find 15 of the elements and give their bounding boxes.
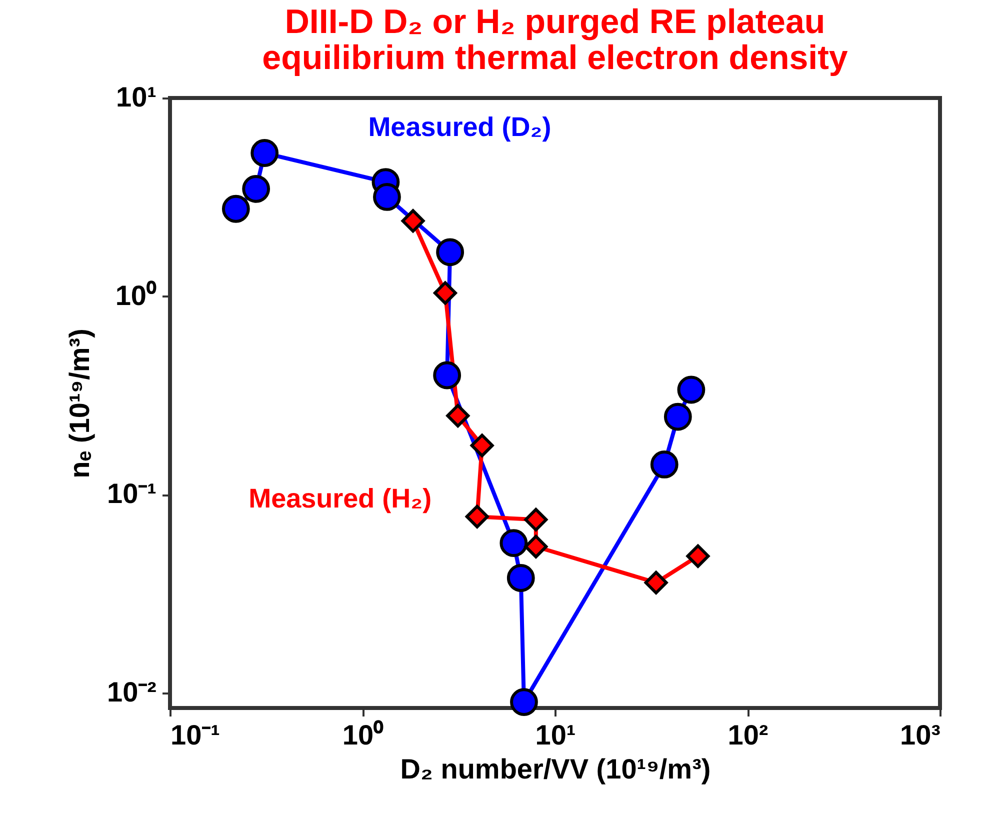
x-axis-title: D₂ number/VV (10¹⁹/m³) [400,754,711,784]
text: DIII-D D₂ or H₂ purged RE plateau [284,3,826,41]
x-tick-label: 10⁰ [342,720,384,750]
x-tick-label: 10¹ [535,720,576,750]
y-tick-label: 10⁰ [115,280,156,311]
x-tick-label: 10² [728,720,768,750]
y-tick-label: 10⁻¹ [107,478,156,510]
y-tick-label: 10⁻² [107,676,156,708]
series-label: Measured (D₂) [368,112,552,142]
x-tick-label: 10⁻¹ [170,720,220,750]
text: equilibrium thermal electron density [262,39,848,77]
series-label: Measured (H₂) [248,484,432,514]
x-tick-label: 10³ [900,720,940,750]
y-axis-title: nₑ (10¹⁹/m³) [64,328,96,478]
y-tick-label: 10¹ [116,82,156,112]
